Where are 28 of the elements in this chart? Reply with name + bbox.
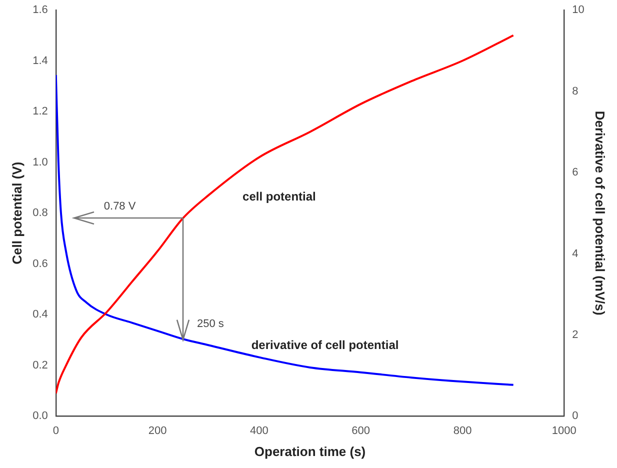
y-tick-label: 0.4: [32, 308, 48, 321]
x-tick-label: 800: [453, 424, 472, 437]
series-label: cell potential: [242, 190, 316, 204]
y-tick-label: 0.8: [32, 207, 48, 220]
annotation: 0.78 V: [104, 200, 136, 213]
y2-axis-title: Derivative of cell potential (mV/s): [592, 110, 608, 316]
y-tick-label: 0.2: [32, 359, 48, 372]
annotation: 250 s: [196, 318, 224, 330]
x-tick-label: 1000: [552, 424, 576, 437]
x-axis-title: Operation time (s): [254, 444, 366, 459]
y-tick-label: 0.6: [32, 258, 48, 270]
y-axis-title: Cell potential (V): [9, 162, 24, 264]
y2-tick-label: 6: [572, 166, 578, 179]
y-tick-label: 1.0: [32, 156, 48, 168]
y2-tick-label: 0: [572, 410, 578, 422]
y2-tick-label: 8: [572, 85, 578, 98]
y-tick-label: 1.4: [32, 54, 48, 67]
x-tick-label: 200: [148, 424, 167, 437]
series-label: derivative of cell potential: [251, 338, 399, 352]
y2-tick-label: 2: [572, 328, 578, 341]
y-tick-label: 1.6: [32, 4, 48, 16]
x-tick-label: 600: [352, 424, 370, 437]
y2-tick-label: 10: [572, 4, 584, 16]
y2-tick-label: 4: [572, 248, 578, 260]
x-tick-label: 400: [250, 424, 268, 437]
y-tick-label: 1.2: [32, 106, 48, 118]
y-tick-label: 0.0: [32, 410, 48, 422]
x-tick-label: 0: [52, 424, 59, 437]
